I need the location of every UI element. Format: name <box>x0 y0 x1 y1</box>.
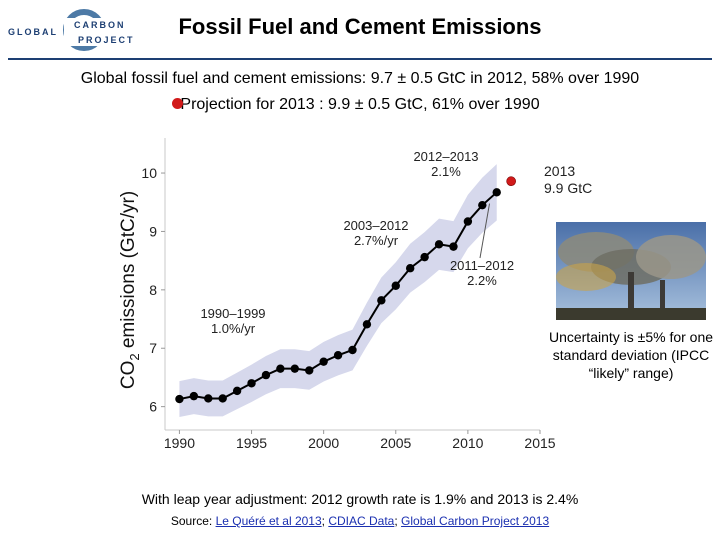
x-tick-label: 2000 <box>308 435 339 451</box>
data-point <box>175 394 184 404</box>
x-tick-label: 2015 <box>524 435 555 451</box>
smokestack-photo <box>556 222 706 320</box>
title-divider <box>8 58 712 60</box>
source-separator: ; <box>321 514 329 528</box>
annotation-label: 2003–2012 <box>343 218 408 233</box>
x-tick-label: 2010 <box>452 435 483 451</box>
data-point <box>449 242 458 251</box>
uncertainty-band <box>179 164 497 417</box>
leap-year-note: With leap year adjustment: 2012 growth r… <box>141 491 579 507</box>
logo-word-3: PROJECT <box>78 35 135 45</box>
logo-word-1: GLOBAL <box>8 27 58 37</box>
data-point <box>391 281 400 290</box>
uncertainty-band-layer <box>179 164 497 417</box>
annotation-leader-line <box>479 203 491 259</box>
source-citation: Source: Le Quéré et al 2013; CDIAC Data;… <box>40 514 680 528</box>
projection-label-value: 9.9 GtC <box>544 180 592 196</box>
annotation-label: 2.1% <box>431 164 461 179</box>
data-point <box>478 200 487 210</box>
uncertainty-note: Uncertainty is ±5% for one standard devi… <box>548 329 714 381</box>
annotation-label: 2.7%/yr <box>354 233 399 248</box>
y-tick-label: 9 <box>149 223 157 239</box>
data-point <box>420 252 429 262</box>
x-tick-label: 1990 <box>164 435 195 451</box>
y-tick-label: 6 <box>149 399 157 415</box>
data-point <box>261 370 271 380</box>
y-axis-label: CO2 emissions (GtC/yr) <box>118 191 142 389</box>
y-axis: 6 7 8 9 10 <box>141 165 165 415</box>
data-point <box>232 386 242 396</box>
y-tick-label: 8 <box>149 282 157 298</box>
data-point <box>333 351 343 360</box>
data-point <box>218 394 227 403</box>
data-point-layer <box>175 176 516 404</box>
data-point <box>319 357 328 366</box>
annotation-label: 1.0%/yr <box>211 321 256 336</box>
x-axis: 1990 1995 2000 2005 2010 2015 <box>164 430 556 451</box>
data-point <box>290 364 300 373</box>
logo-word-2: CARBON <box>74 20 126 30</box>
data-point <box>276 364 285 373</box>
annotation-label: 1990–1999 <box>200 306 265 321</box>
data-point <box>434 240 444 249</box>
data-point <box>362 320 372 329</box>
data-point <box>463 217 473 226</box>
data-point <box>405 264 415 273</box>
data-point <box>377 296 386 305</box>
subtitle-line-1: Global fossil fuel and cement emissions:… <box>80 70 640 87</box>
data-point <box>348 345 357 355</box>
annotation-label: 2.2% <box>467 273 497 288</box>
projection-point <box>506 176 516 187</box>
y-tick-label: 10 <box>141 165 157 181</box>
source-link-gcp[interactable]: Global Carbon Project 2013 <box>401 514 550 528</box>
global-carbon-project-logo: GLOBAL CARBON PROJECT <box>8 9 135 51</box>
projection-legend-dot <box>172 98 183 109</box>
page-title: Fossil Fuel and Cement Emissions <box>178 14 542 39</box>
y-tick-label: 7 <box>149 340 157 356</box>
x-tick-label: 2005 <box>380 435 411 451</box>
projection-label-year: 2013 <box>544 163 575 179</box>
plot-area <box>164 138 540 431</box>
source-separator: ; <box>394 514 402 528</box>
x-tick-label: 1995 <box>236 435 267 451</box>
source-link-cdiac[interactable]: CDIAC Data <box>328 514 395 528</box>
data-point <box>492 188 501 197</box>
source-prefix: Source: <box>170 514 216 528</box>
data-point <box>189 391 199 401</box>
annotation-label: 2011–2012 <box>450 258 514 273</box>
annotation-label: 2012–2013 <box>413 149 478 164</box>
data-point <box>305 366 314 375</box>
subtitle-line-2: Projection for 2013 : 9.9 ± 0.5 GtC, 61%… <box>180 96 540 113</box>
source-link-le-quere[interactable]: Le Quéré et al 2013 <box>215 514 322 528</box>
data-point <box>247 379 256 388</box>
data-point <box>204 394 213 403</box>
